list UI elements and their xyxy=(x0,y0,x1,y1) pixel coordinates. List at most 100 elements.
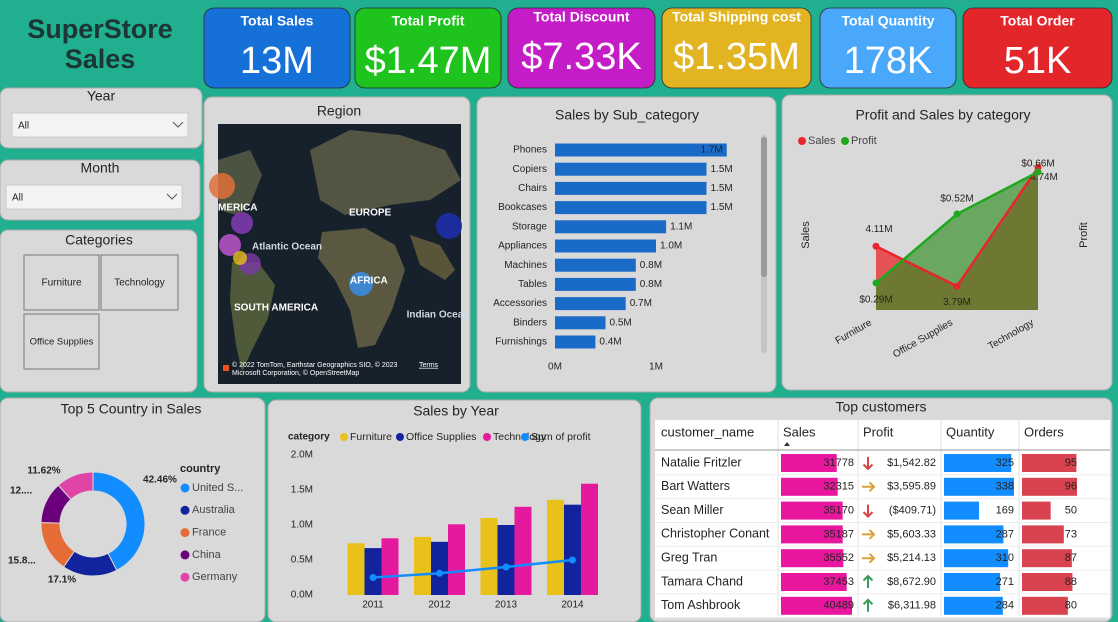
y-tick-label: Accessories xyxy=(493,298,547,309)
cell-number: 87 xyxy=(1065,552,1077,564)
data-bar xyxy=(781,525,843,544)
chevron xyxy=(172,121,184,128)
cell-number: 31778 xyxy=(823,457,854,469)
legend-label: Australia xyxy=(192,504,236,516)
data-bar xyxy=(1022,549,1072,568)
cell-number: 73 xyxy=(1065,528,1077,540)
point xyxy=(953,210,961,218)
cell-text: $3,595.89 xyxy=(887,481,936,493)
kpi-label: Total Quantity xyxy=(841,13,934,29)
x-tick-label: 0M xyxy=(548,362,562,373)
kpi-card xyxy=(819,7,957,89)
slicer-button[interactable] xyxy=(100,254,179,311)
data-label: 42.46% xyxy=(143,475,177,486)
year-dropdown[interactable] xyxy=(11,112,189,138)
bar xyxy=(448,524,465,595)
bar xyxy=(364,548,382,595)
map-bubble xyxy=(233,251,247,265)
legend-marker xyxy=(180,572,190,582)
map-credit: © 2022 TomTom, Earthstar Geographics SIO… xyxy=(232,361,398,369)
data-bar xyxy=(944,454,1012,472)
y-tick-label: 0.5M xyxy=(291,555,313,566)
legend-marker xyxy=(483,433,491,441)
cell-number: 88 xyxy=(1065,576,1077,588)
point xyxy=(872,242,880,250)
map-label: SOUTH AMERICA xyxy=(234,303,318,314)
kpi-value: $1.35M xyxy=(673,36,800,78)
data-bar xyxy=(781,477,838,496)
legend-title: country xyxy=(180,463,221,475)
cell-number: 32315 xyxy=(823,481,854,493)
cell-number: 80 xyxy=(1065,600,1077,612)
dashboard-title: SuperStore Sales xyxy=(27,14,173,74)
data-bar xyxy=(944,525,1004,544)
legend-marker xyxy=(180,505,190,515)
trend-icon xyxy=(862,552,876,564)
legend-label: China xyxy=(192,549,222,561)
slicer-button[interactable] xyxy=(23,313,100,370)
y-axis-label: Sales xyxy=(800,221,812,249)
legend-marker xyxy=(396,433,404,441)
point xyxy=(569,556,576,564)
data-bar xyxy=(944,573,1001,591)
data-label: 4.11M xyxy=(865,224,892,235)
scrollbar-thumb xyxy=(761,137,767,277)
data-bar xyxy=(781,573,847,591)
chart-title: Sales by Sub_category xyxy=(555,107,699,123)
kpi-label: Total Order xyxy=(1000,13,1075,29)
slicer-item: Office Supplies xyxy=(30,337,94,348)
point xyxy=(369,574,377,581)
area-fill xyxy=(876,172,1038,310)
cell-text: Bart Watters xyxy=(661,479,730,493)
sort-indicator xyxy=(784,442,790,446)
map-bubble xyxy=(219,234,241,256)
donut-slice xyxy=(57,471,94,501)
filter-label: Year xyxy=(87,88,116,104)
cell-number: 35552 xyxy=(823,552,854,564)
slicer-button[interactable] xyxy=(23,254,100,311)
point xyxy=(953,282,961,290)
y-tick-label: Appliances xyxy=(498,241,547,252)
bing-logo xyxy=(223,365,229,371)
kpi-card xyxy=(962,7,1113,89)
data-label: $0.29M xyxy=(859,295,892,306)
month-dropdown[interactable] xyxy=(5,184,183,210)
y-tick-label: Copiers xyxy=(513,164,547,175)
land xyxy=(218,150,262,215)
map-bubble xyxy=(349,272,373,296)
y-tick-label: Binders xyxy=(513,317,547,328)
chart-title: Top 5 Country in Sales xyxy=(61,401,202,417)
column-header: Profit xyxy=(863,424,894,439)
kpi-label: Total Shipping cost xyxy=(672,9,801,25)
data-label: 17.1% xyxy=(48,575,76,586)
data-label: $0.52M xyxy=(940,194,973,205)
data-bar xyxy=(1022,454,1077,472)
legend-marker xyxy=(798,137,806,145)
bar xyxy=(555,162,707,176)
column-header: Orders xyxy=(1024,424,1064,439)
map-label: AFRICA xyxy=(350,276,388,287)
kpi-value: $7.33K xyxy=(521,36,641,78)
filter-label: Month xyxy=(81,160,120,176)
data-bar xyxy=(944,501,979,520)
legend-label: Office Supplies xyxy=(406,431,476,443)
point xyxy=(502,563,510,571)
legend-label: France xyxy=(192,527,226,539)
kpi-value: $1.47M xyxy=(365,40,492,82)
data-label: 1.1M xyxy=(670,221,692,232)
kpi-value: 13M xyxy=(240,40,314,82)
bar xyxy=(555,297,626,311)
map-bubble xyxy=(436,213,462,239)
point xyxy=(1034,168,1042,176)
legend-label: Sales xyxy=(808,135,836,147)
column-header: Sales xyxy=(783,424,816,439)
kpi-card xyxy=(354,7,502,89)
kpi-value: 51K xyxy=(1004,40,1072,82)
filter-value: All xyxy=(18,121,29,132)
y-tick-label: Tables xyxy=(518,279,547,290)
slicer-item: Technology xyxy=(114,278,165,289)
data-label: 0.5M xyxy=(610,317,632,328)
trend-icon xyxy=(862,598,874,612)
chevron xyxy=(166,193,178,200)
data-label: 1.5M xyxy=(711,164,733,175)
